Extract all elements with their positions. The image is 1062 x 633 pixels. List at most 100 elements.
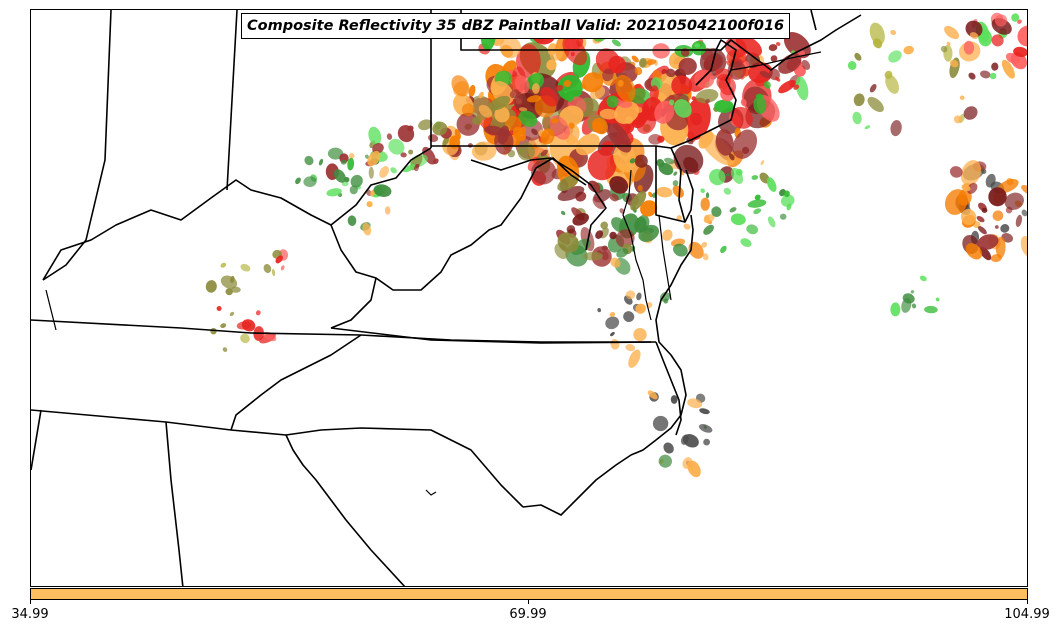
echo-blob [778,53,802,74]
echo-blob [636,214,650,232]
colorbar-tick-mark-left [30,600,31,604]
echo-blob [994,225,999,229]
echo-blob [663,442,674,454]
echo-blob [657,135,665,143]
echo-blob [901,297,912,313]
echo-blob [600,221,609,230]
echo-blob [609,193,619,202]
echo-blob [854,52,862,61]
echo-blob [959,95,965,100]
echo-blob [563,79,572,88]
echo-blob [903,45,914,55]
echo-blob [652,415,669,432]
echo-blob [723,187,732,195]
echo-blob [656,186,673,198]
echo-blob [960,208,977,226]
echo-blob [732,129,758,159]
border-va-nc [330,327,657,344]
echo-blob [968,72,976,80]
echo-blob [911,303,917,309]
echo-blob [637,185,643,192]
echo-blob [340,159,347,165]
echo-blob [572,213,589,226]
echo-blob [656,158,665,168]
echo-blob [963,106,978,120]
echo-blob [714,99,734,113]
echo-blob [326,188,342,197]
echo-blob [582,72,604,93]
echo-blob [518,110,538,127]
echo-blob [944,25,960,40]
echo-blob [601,140,614,154]
echo-blob [753,208,762,215]
border-sc-ga [285,434,406,586]
echo-blob [1015,214,1023,227]
lake-marion [425,489,437,496]
echo-blob [949,59,959,68]
echo-blob [570,52,575,57]
echo-blob [647,390,658,400]
echo-blob [372,142,384,154]
echo-blob [255,310,261,316]
echo-blob [222,347,228,353]
echo-blob [638,58,647,68]
echo-blob [760,160,765,166]
echo-blob [648,191,653,198]
long-island [730,51,822,71]
echo-blob [795,76,809,101]
echo-blob [705,98,710,104]
echo-blob [776,42,781,46]
echo-blob [746,224,759,235]
echo-blob [583,251,604,261]
echo-blob [869,84,877,93]
echo-blob [729,207,737,213]
echo-blob [636,292,642,301]
echo-blob [472,116,482,125]
echo-blob [557,75,583,101]
echo-blob [867,96,884,113]
echo-blob [280,265,285,271]
echo-blob [965,20,983,38]
echo-blob [991,34,1004,47]
echo-blob [775,76,781,82]
echo-blob [673,171,678,176]
state-border-layer [31,10,862,586]
echo-blob [751,175,759,180]
echo-blob [1013,46,1027,57]
echo-blob [991,62,999,71]
echo-blob [597,308,602,313]
echo-blob [742,68,750,77]
ohio-river [42,147,432,281]
echo-blob [940,45,948,53]
echo-blob [985,173,996,188]
border-nj [670,39,737,149]
echo-blob [1017,25,1027,47]
echo-blob [949,166,963,178]
echo-blob [610,339,620,350]
echo-blob [780,194,795,207]
echo-blob [494,106,510,123]
echo-blob [1001,59,1015,79]
map-title: Composite Reflectivity 35 dBZ Paintball … [241,13,791,39]
border-md-va [470,157,607,251]
echo-blob [513,91,523,109]
echo-blob [730,213,746,226]
border-in-oh [226,10,238,191]
echo-blob [767,216,776,228]
echo-blob [978,29,993,47]
echo-blob [616,248,629,258]
echo-blob [658,454,672,468]
echo-blob [694,69,715,89]
map-panel [30,9,1028,587]
echo-blob [740,98,747,107]
echo-blob [368,166,374,179]
echo-blob [652,43,670,59]
echo-blob [275,255,283,264]
echo-blob [1021,209,1027,217]
echo-blob [515,75,530,94]
echo-blob [631,55,639,63]
echo-blob [442,136,450,146]
echo-blob [611,39,621,47]
echo-blob [615,74,636,103]
echo-blob [407,125,414,132]
